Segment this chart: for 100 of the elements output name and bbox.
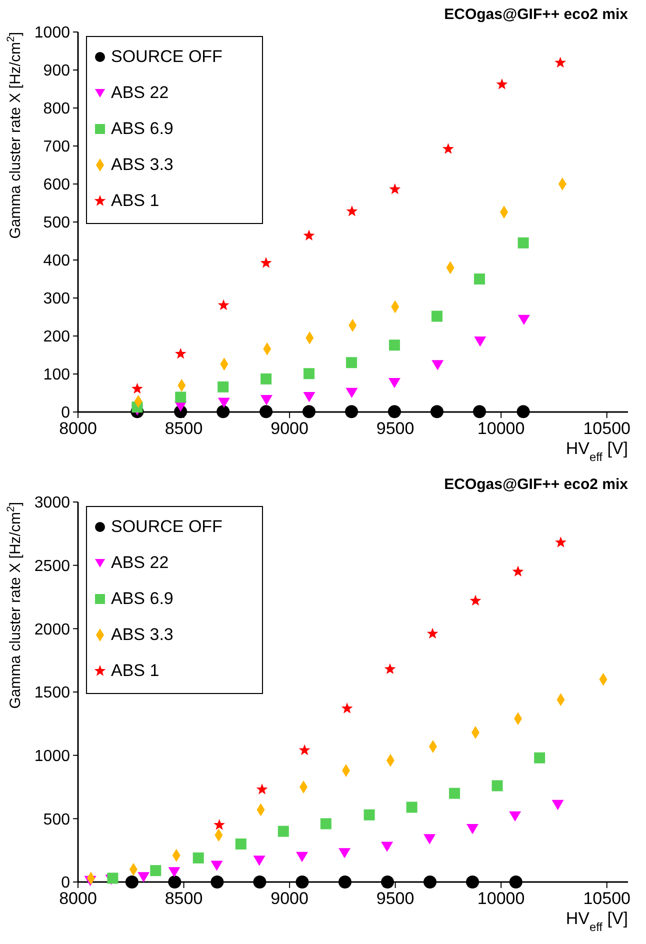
- legend-label: ABS 22: [111, 553, 169, 573]
- point: [346, 388, 358, 398]
- point: [518, 314, 530, 326]
- chart-title: ECOgas@GIF++ eco2 mix: [444, 476, 628, 493]
- point: [555, 536, 566, 548]
- point: [473, 405, 486, 418]
- point: [442, 143, 454, 154]
- point: [210, 860, 223, 871]
- legend-label: ABS 1: [111, 191, 160, 211]
- point: [260, 373, 272, 384]
- y-tick-label: 600: [43, 176, 70, 194]
- legend-label: ABS 22: [111, 83, 169, 103]
- point: [260, 405, 273, 418]
- x-tick-label: 10500: [583, 889, 630, 908]
- y-tick-label: 500: [43, 214, 70, 232]
- y-tick-label: 200: [43, 328, 70, 346]
- point: [406, 802, 418, 813]
- y-tick-label: 800: [43, 100, 70, 118]
- point: [168, 867, 180, 878]
- x-axis-title: HV$_{eff}$ [V]: [566, 909, 628, 934]
- point: [125, 876, 138, 888]
- point: [296, 876, 309, 888]
- point: [253, 856, 266, 866]
- y-tick-label: 0: [61, 404, 70, 422]
- point: [150, 865, 162, 876]
- point: [552, 800, 564, 810]
- point: [512, 566, 524, 577]
- legend-label: ABS 6.9: [111, 589, 174, 609]
- legend-label: SOURCE OFF: [111, 47, 222, 67]
- point: [303, 392, 316, 402]
- point: [218, 299, 230, 310]
- x-tick-label: 8500: [164, 419, 203, 438]
- y-tick-label: 2000: [34, 621, 70, 638]
- point: [214, 819, 226, 830]
- point: [431, 310, 442, 322]
- y-tick-label: 1500: [34, 684, 70, 702]
- point: [296, 852, 308, 862]
- legend-label: ABS 6.9: [111, 119, 174, 139]
- point: [516, 405, 530, 418]
- point: [424, 834, 436, 844]
- point: [303, 230, 315, 241]
- point: [384, 663, 396, 674]
- x-tick-label: 10000: [477, 889, 525, 908]
- point: [509, 876, 522, 888]
- point: [381, 842, 394, 852]
- point: [364, 809, 375, 820]
- point: [132, 382, 143, 394]
- x-tick-label: 9500: [376, 419, 414, 438]
- point: [424, 876, 436, 888]
- y-tick-label: 0: [61, 874, 70, 892]
- y-tick-label: 500: [43, 811, 70, 828]
- y-tick-label: 2500: [34, 558, 70, 576]
- y-tick-label: 700: [43, 138, 70, 156]
- x-tick-label: 10000: [477, 419, 525, 438]
- legend-label: ABS 3.3: [111, 625, 174, 645]
- point: [534, 752, 546, 764]
- x-tick-label: 10500: [583, 419, 630, 438]
- point: [168, 876, 182, 888]
- point: [474, 336, 486, 347]
- point: [260, 257, 272, 268]
- point: [466, 824, 479, 834]
- y-tick-label: 3000: [34, 494, 70, 512]
- x-tick-label: 9000: [270, 889, 308, 908]
- x-tick-label: 8000: [59, 889, 97, 908]
- point: [175, 392, 186, 403]
- point: [388, 405, 401, 418]
- point: [466, 876, 480, 888]
- point: [216, 405, 230, 418]
- point: [256, 784, 268, 794]
- point: [380, 876, 394, 888]
- point: [235, 838, 246, 850]
- y-tick-label: 1000: [34, 24, 70, 42]
- point: [470, 594, 482, 606]
- y-tick-label: 1000: [34, 748, 70, 766]
- y-tick-label: 900: [43, 62, 70, 80]
- point: [492, 780, 503, 792]
- point: [260, 395, 272, 406]
- point: [341, 702, 353, 714]
- point: [388, 378, 400, 388]
- point: [320, 818, 332, 830]
- x-tick-label: 9500: [376, 889, 414, 908]
- point: [430, 405, 444, 418]
- chart-title: ECOgas@GIF++ eco2 mix: [444, 6, 628, 23]
- point: [302, 405, 316, 418]
- x-tick-label: 8000: [59, 419, 97, 438]
- point: [338, 876, 352, 888]
- y-tick-label: 400: [43, 252, 70, 270]
- x-tick-label: 9000: [270, 419, 308, 438]
- point: [346, 357, 358, 368]
- point: [389, 183, 401, 194]
- point: [174, 348, 186, 359]
- point: [218, 398, 230, 408]
- legend-label: ABS 1: [111, 661, 160, 681]
- point: [338, 848, 351, 858]
- legend-label: SOURCE OFF: [111, 517, 222, 537]
- point: [192, 852, 204, 864]
- point: [345, 405, 358, 418]
- point: [138, 872, 150, 882]
- point: [432, 360, 444, 370]
- y-tick-label: 300: [43, 290, 70, 308]
